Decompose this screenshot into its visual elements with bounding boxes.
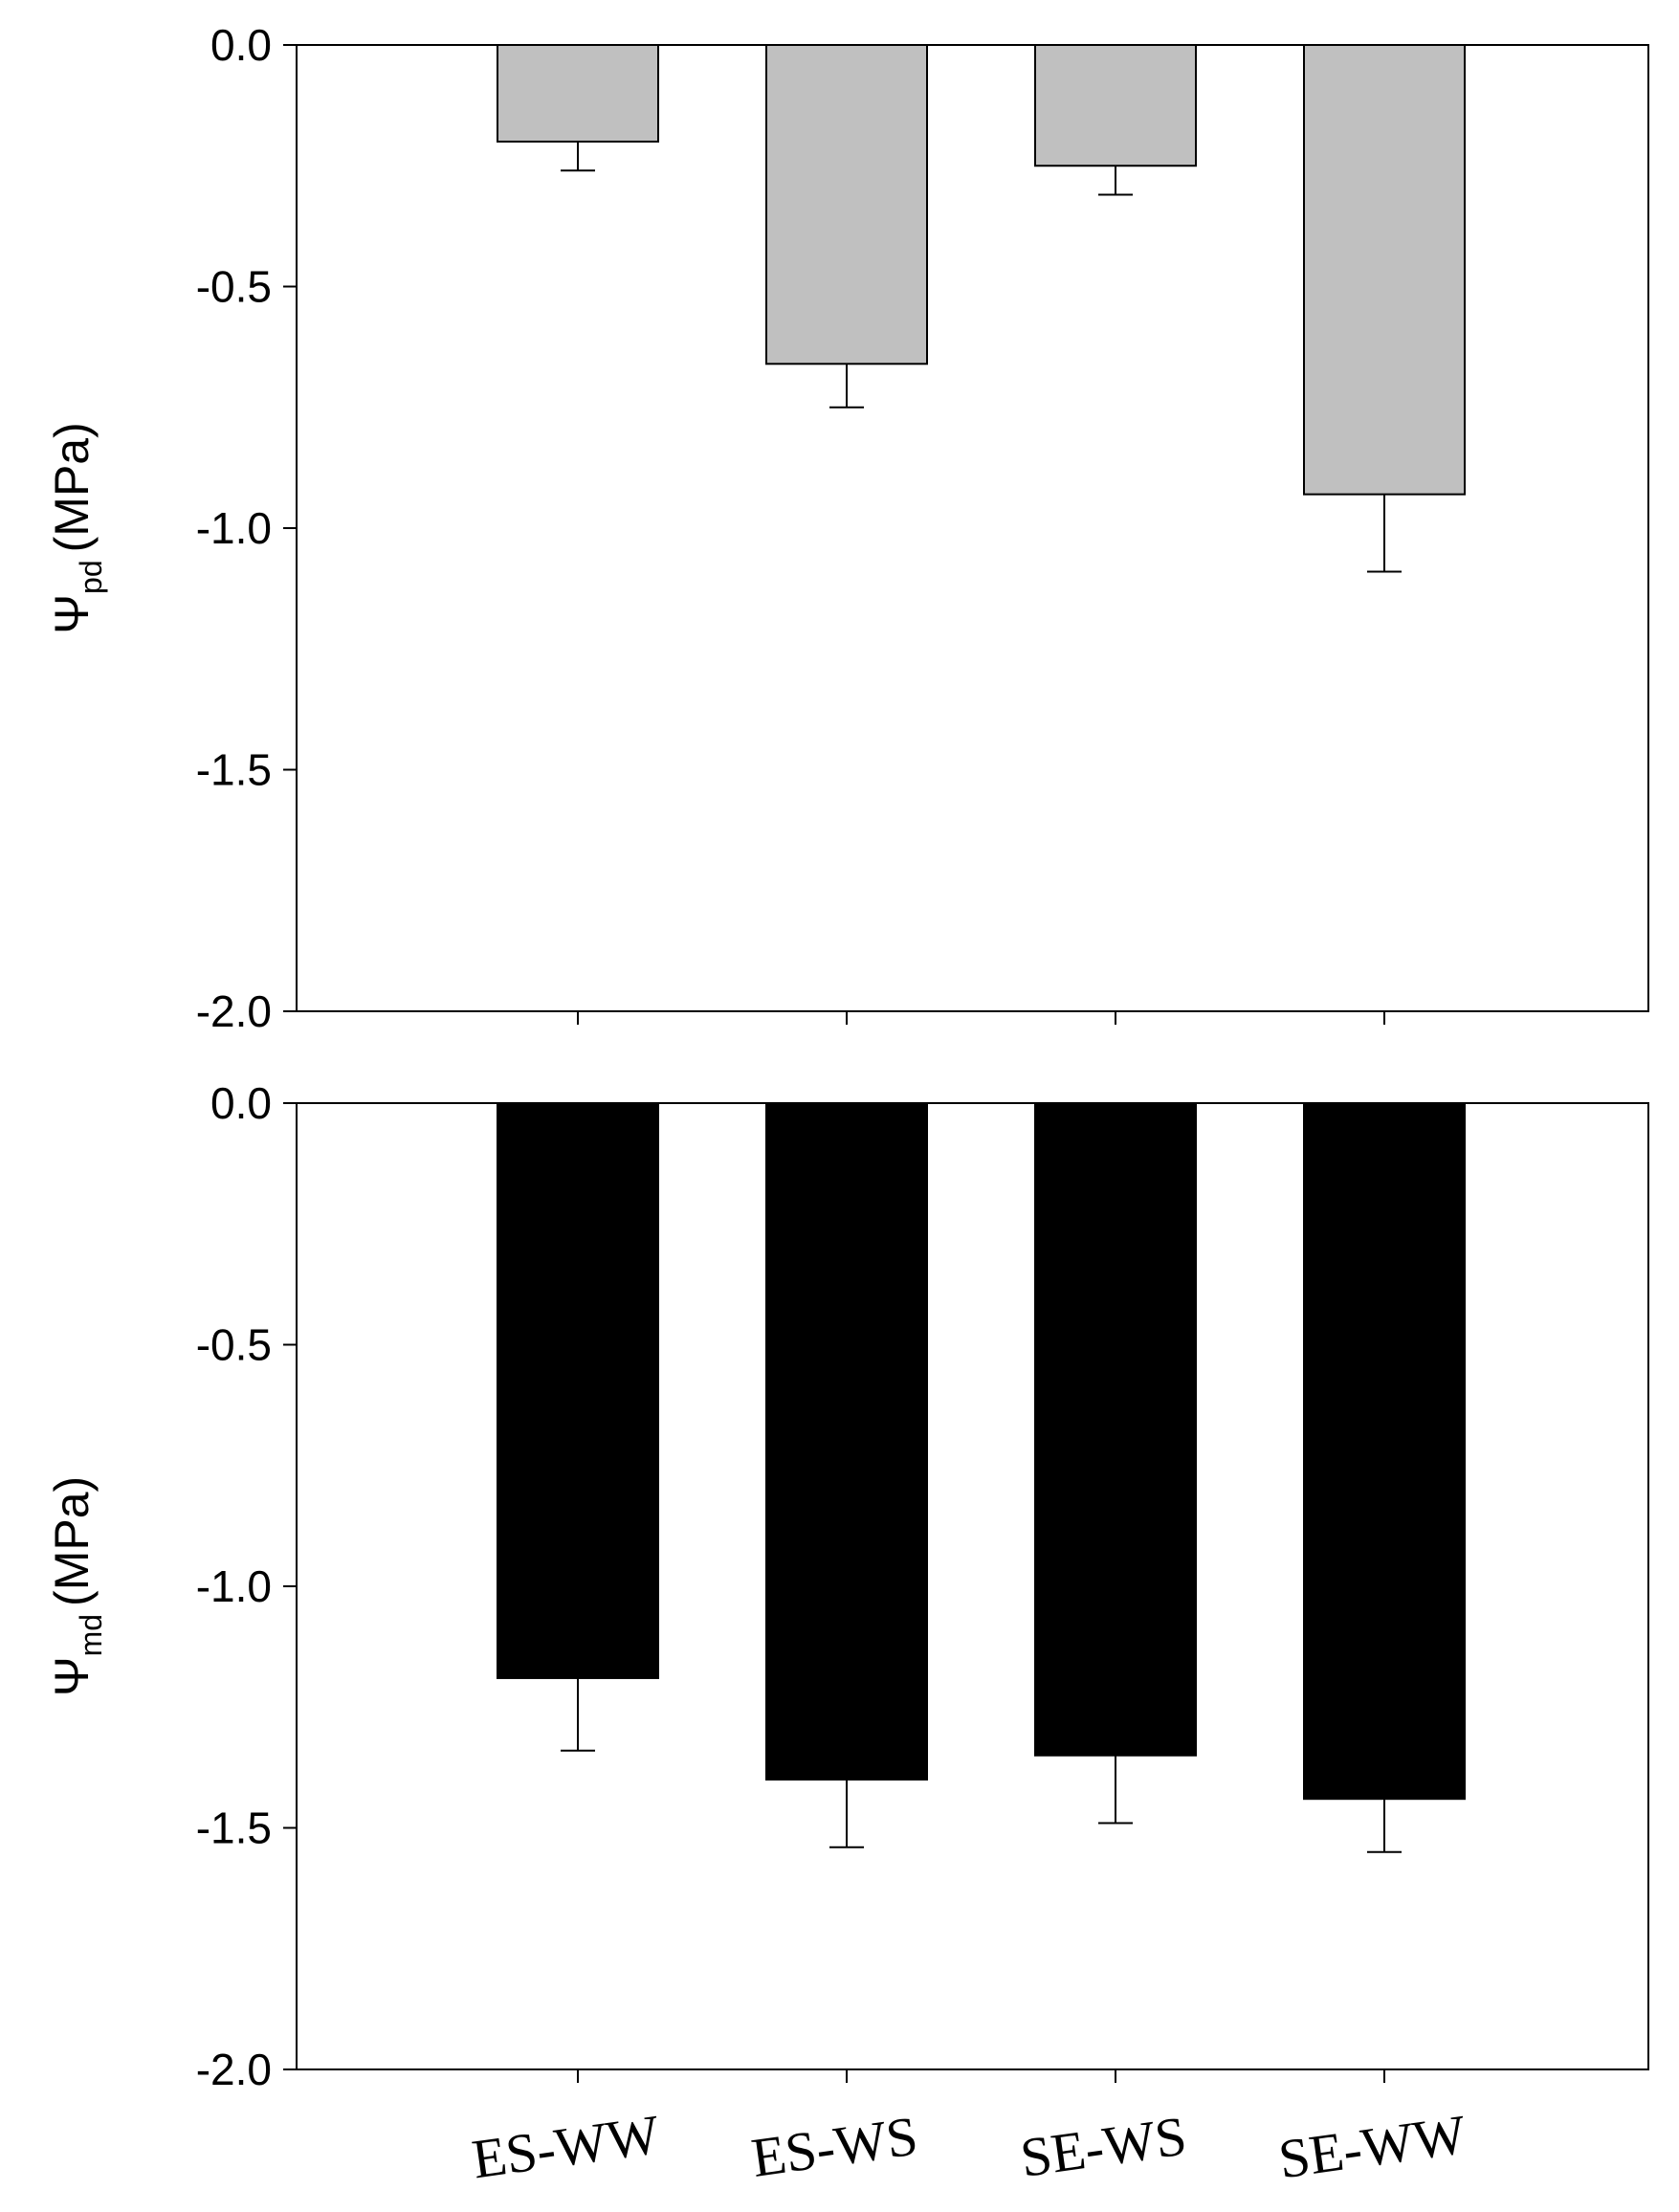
x-category-label: ES-WS [748, 2104, 921, 2189]
bar-se-ww [1303, 1102, 1466, 1801]
y-tick-label: -1.0 [196, 503, 272, 553]
y-tick-label: -2.0 [196, 986, 272, 1036]
bar-se-ww [1303, 44, 1466, 496]
bar-es-ww [497, 1102, 659, 1679]
y-tick-label: -1.0 [196, 1561, 272, 1611]
y-tick-label: -0.5 [196, 1320, 272, 1370]
y-axis-label-unit: (MPa) [45, 1476, 99, 1606]
y-axis-label-symbol: Ψ [45, 594, 99, 634]
y-tick-label: 0.0 [210, 1078, 272, 1128]
y-axis-label: Ψmd (MPa) [45, 1476, 108, 1696]
bar-es-ws [765, 44, 928, 365]
y-tick-label: -1.5 [196, 745, 272, 795]
y-tick-label: 0.0 [210, 20, 272, 70]
bar-es-ww [497, 44, 659, 143]
y-axis-label-subscript: md [74, 1614, 108, 1656]
bar-es-ws [765, 1102, 928, 1781]
bar-se-ws [1034, 44, 1197, 167]
y-tick-label: -0.5 [196, 262, 272, 312]
y-axis-label-unit: (MPa) [45, 422, 99, 552]
x-category-label: ES-WW [468, 2103, 663, 2191]
x-category-label: SE-WS [1017, 2104, 1190, 2189]
chart-panel-md: 0.0 -0.5 -1.0 -1.5 -2.0 Ψmd (MPa) ES-WW ES-WS SE-… [45, 1078, 1649, 2191]
y-axis-label: Ψpd (MPa) [45, 422, 108, 633]
y-axis-label-symbol: Ψ [45, 1656, 99, 1696]
bar-se-ws [1034, 1102, 1197, 1757]
y-axis-label-subscript: pd [74, 560, 108, 594]
y-tick-label: -1.5 [196, 1803, 272, 1853]
chart-panel-pd: 0.0 -0.5 -1.0 -1.5 -2.0 Ψpd (MPa) [45, 20, 1649, 1036]
y-tick-label: -2.0 [196, 2045, 272, 2094]
x-category-label: SE-WW [1274, 2103, 1469, 2191]
